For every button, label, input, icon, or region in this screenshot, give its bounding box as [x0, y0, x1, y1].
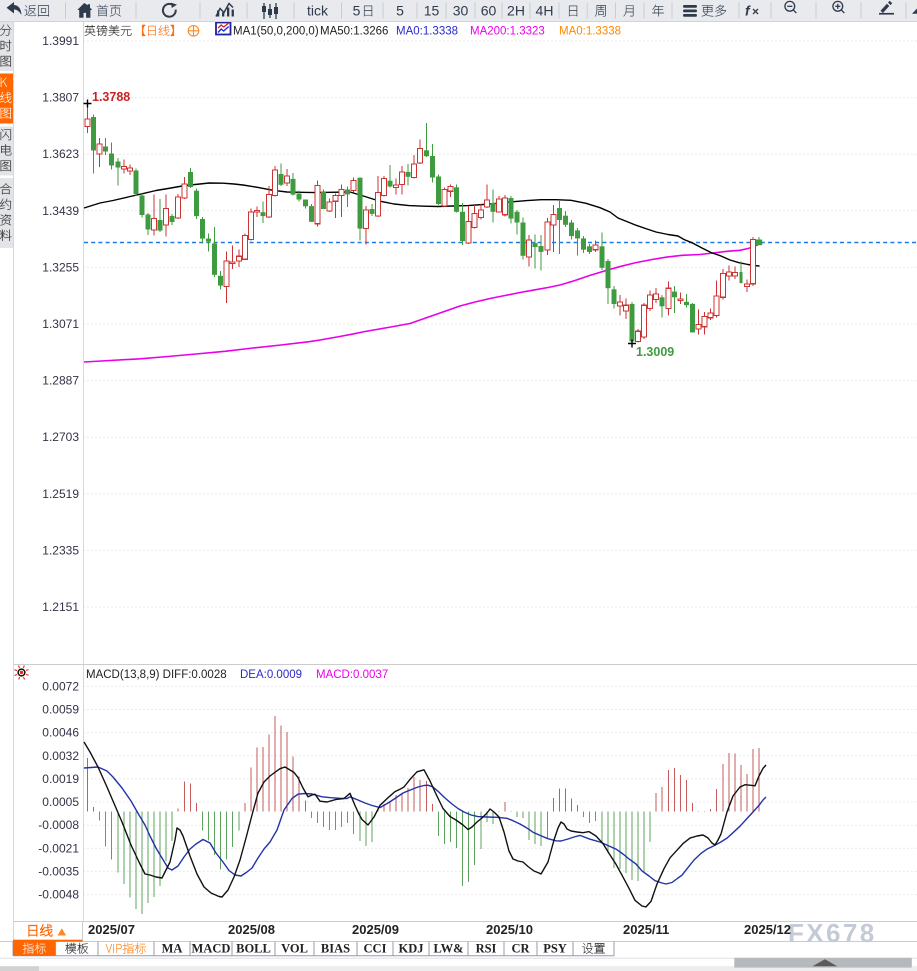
svg-text:2025/10: 2025/10 — [486, 922, 533, 937]
svg-text:1.3439: 1.3439 — [42, 204, 79, 218]
svg-text:2025/12: 2025/12 — [744, 922, 791, 937]
svg-text:MA0:1.3338: MA0:1.3338 — [396, 26, 458, 38]
svg-text:30: 30 — [453, 3, 469, 19]
svg-text:2025/09: 2025/09 — [352, 922, 399, 937]
svg-text:2H: 2H — [507, 3, 525, 19]
svg-text:MA50:1.3266: MA50:1.3266 — [320, 26, 388, 38]
svg-text:1.3009: 1.3009 — [636, 345, 674, 359]
svg-text:1.3071: 1.3071 — [42, 317, 79, 331]
svg-text:MA200:1.3323: MA200:1.3323 — [470, 26, 545, 38]
svg-text:1.3807: 1.3807 — [42, 91, 79, 105]
svg-text:MACD:0.0037: MACD:0.0037 — [316, 669, 388, 681]
svg-text:4H: 4H — [536, 3, 554, 19]
svg-text:MA0:1.3338: MA0:1.3338 — [559, 26, 621, 38]
svg-text:CCI: CCI — [364, 942, 387, 956]
svg-text:tick: tick — [307, 3, 329, 19]
svg-text:2025/07: 2025/07 — [88, 922, 135, 937]
svg-text:1.2151: 1.2151 — [42, 600, 79, 614]
svg-text:MACD: MACD — [192, 942, 231, 956]
svg-text:0.0046: 0.0046 — [42, 726, 79, 740]
svg-text:VOL: VOL — [281, 942, 308, 956]
svg-text:0.0072: 0.0072 — [42, 679, 79, 693]
svg-text:1.3255: 1.3255 — [42, 260, 79, 274]
svg-text:2025/11: 2025/11 — [623, 922, 669, 937]
svg-text:MACD(13,8,9) DIFF:0.0028: MACD(13,8,9) DIFF:0.0028 — [86, 669, 227, 681]
svg-text:×: × — [752, 5, 759, 19]
svg-text:RSI: RSI — [476, 942, 497, 956]
svg-text:1.3623: 1.3623 — [42, 147, 79, 161]
svg-text:MA1(50,0,200,0): MA1(50,0,200,0) — [233, 26, 319, 38]
svg-text:-0.0021: -0.0021 — [38, 841, 79, 855]
svg-text:BOLL: BOLL — [236, 942, 271, 956]
svg-text:1.3991: 1.3991 — [42, 34, 79, 48]
svg-text:1.2887: 1.2887 — [42, 374, 79, 388]
svg-text:0.0032: 0.0032 — [42, 749, 79, 763]
svg-text:BIAS: BIAS — [321, 942, 350, 956]
svg-text:5: 5 — [396, 3, 404, 19]
svg-text:0.0059: 0.0059 — [42, 703, 79, 717]
svg-text:2025/08: 2025/08 — [228, 922, 275, 937]
svg-text:CR: CR — [511, 942, 530, 956]
svg-text:0.0019: 0.0019 — [42, 772, 79, 786]
svg-text:60: 60 — [481, 3, 497, 19]
svg-text:5: 5 — [353, 3, 361, 19]
svg-text:DEA:0.0009: DEA:0.0009 — [240, 669, 302, 681]
svg-text:PSY: PSY — [543, 942, 567, 956]
svg-text:-0.0008: -0.0008 — [38, 818, 79, 832]
svg-text:1.2335: 1.2335 — [42, 543, 79, 557]
svg-text:LW&: LW& — [433, 942, 463, 956]
svg-text:-0.0048: -0.0048 — [38, 888, 79, 902]
svg-text:FX678: FX678 — [788, 918, 877, 948]
svg-text:MA: MA — [162, 942, 183, 956]
svg-text:1.3788: 1.3788 — [92, 90, 130, 104]
svg-text:f: f — [745, 3, 751, 19]
svg-text:15: 15 — [424, 3, 440, 19]
svg-text:0.0005: 0.0005 — [42, 795, 79, 809]
svg-text:KDJ: KDJ — [399, 942, 424, 956]
svg-text:1.2703: 1.2703 — [42, 430, 79, 444]
svg-text:1.2519: 1.2519 — [42, 487, 79, 501]
svg-text:-0.0035: -0.0035 — [38, 864, 79, 878]
